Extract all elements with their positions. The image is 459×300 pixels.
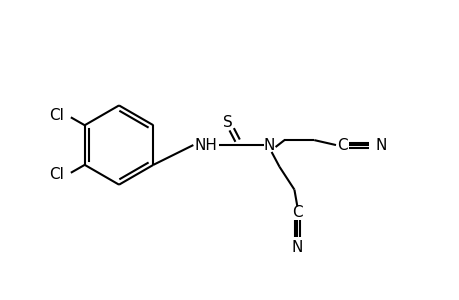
- Text: Cl: Cl: [50, 167, 64, 182]
- Text: N: N: [375, 137, 386, 152]
- Text: N: N: [263, 137, 275, 152]
- Text: N: N: [291, 240, 302, 255]
- Text: C: C: [336, 137, 347, 152]
- Text: Cl: Cl: [50, 108, 64, 123]
- Text: C: C: [291, 205, 302, 220]
- Text: S: S: [223, 115, 232, 130]
- Text: NH: NH: [194, 137, 217, 152]
